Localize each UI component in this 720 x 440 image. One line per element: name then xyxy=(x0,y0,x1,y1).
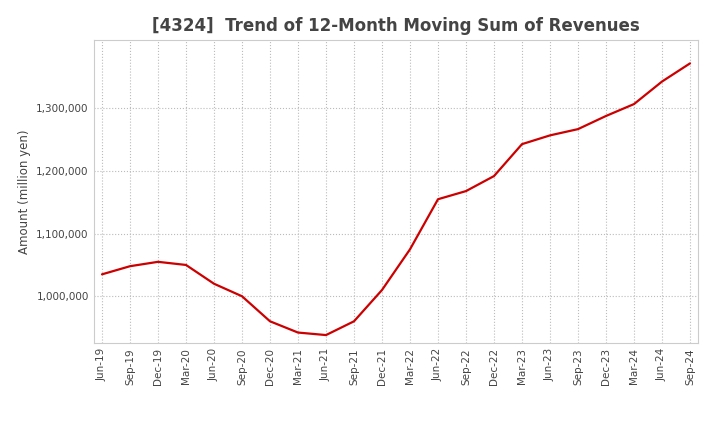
Title: [4324]  Trend of 12-Month Moving Sum of Revenues: [4324] Trend of 12-Month Moving Sum of R… xyxy=(152,17,640,35)
Y-axis label: Amount (million yen): Amount (million yen) xyxy=(18,129,31,253)
